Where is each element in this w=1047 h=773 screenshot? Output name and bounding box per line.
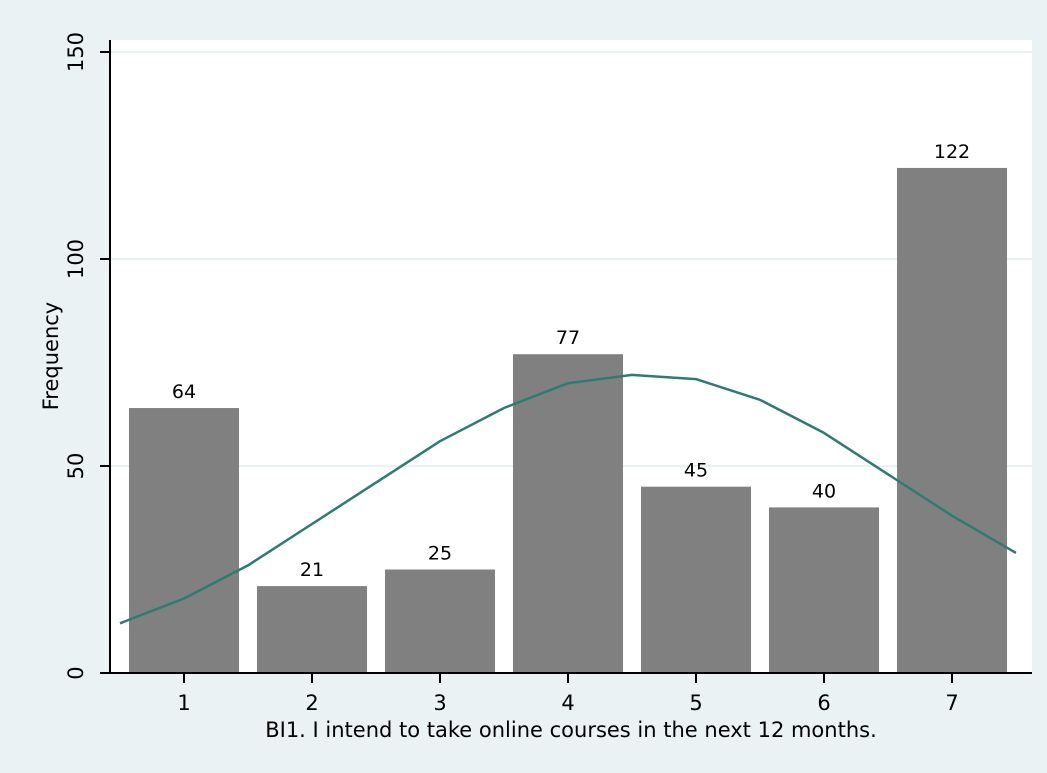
y-tick-label-2: 100	[64, 239, 88, 279]
bar-3	[385, 569, 495, 673]
x-tick-label-5: 5	[689, 691, 702, 715]
x-tick-label-3: 3	[433, 691, 446, 715]
data-label-3: 25	[428, 543, 452, 565]
bar-4	[513, 354, 623, 673]
x-tick-label-1: 1	[177, 691, 190, 715]
y-tick-label-0: 0	[64, 666, 88, 679]
bar-7	[897, 167, 1007, 674]
x-tick-label-6: 6	[817, 691, 830, 715]
density-curve-group	[119, 373, 1017, 625]
data-labels: 64 21 25 77 45 40 122	[172, 141, 970, 581]
bar-6	[769, 507, 879, 673]
data-label-2: 21	[300, 559, 324, 581]
density-curve	[119, 373, 1017, 625]
bar-2	[257, 586, 367, 673]
bars	[129, 167, 1007, 674]
data-label-1: 64	[172, 381, 196, 403]
data-label-4: 77	[556, 327, 580, 349]
x-axis-title: BI1. I intend to take online courses in …	[265, 718, 877, 742]
bar-5	[641, 486, 751, 673]
y-tick-label-1: 50	[64, 453, 88, 480]
x-tick-label-2: 2	[305, 691, 318, 715]
x-tick-label-7: 7	[945, 691, 958, 715]
data-label-7: 122	[934, 141, 970, 163]
x-tick-label-4: 4	[561, 691, 574, 715]
y-tick-label-3: 150	[64, 32, 88, 72]
data-label-5: 45	[684, 460, 708, 482]
bar-1	[129, 408, 239, 673]
data-label-6: 40	[812, 480, 836, 502]
y-axis-title: Frequency	[39, 302, 63, 411]
